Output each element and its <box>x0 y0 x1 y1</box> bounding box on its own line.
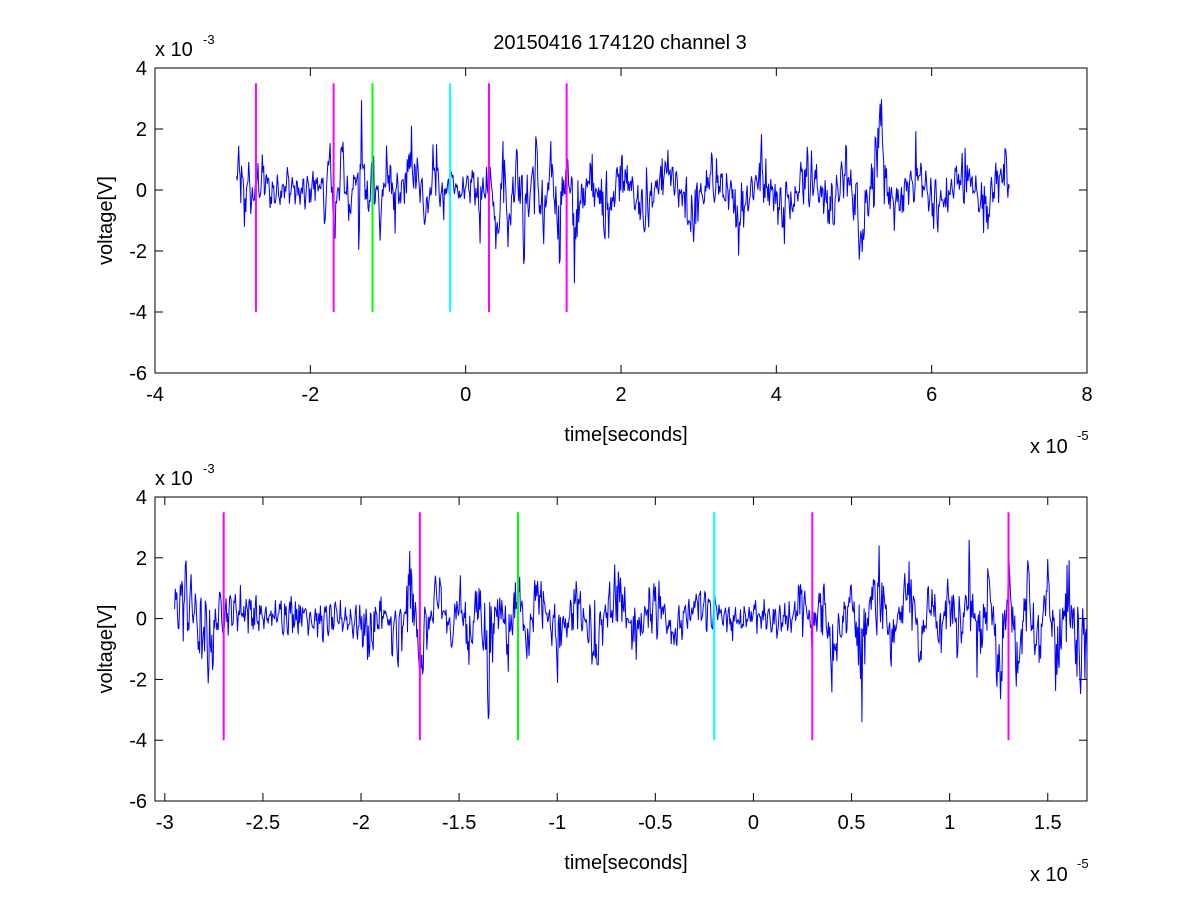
bottom-x-tick-label: 1.5 <box>1034 812 1062 834</box>
bottom-y-tick-label: 2 <box>136 548 147 570</box>
top-x-tick-label: 2 <box>615 384 626 406</box>
figure-title: 20150416 174120 channel 3 <box>493 32 747 54</box>
bottom-y-tick-label: -4 <box>129 730 147 752</box>
bottom-x-tick-label: -1.5 <box>442 812 476 834</box>
top-y-tick-label: -6 <box>129 363 147 385</box>
top-axes-box <box>154 67 1088 374</box>
top-x-tick-label: 6 <box>926 384 937 406</box>
top-y-tick-label: 0 <box>136 180 147 202</box>
bottom-x-tick-label: 1 <box>944 812 955 834</box>
top-y-tick-label: -2 <box>129 241 147 263</box>
top-x-tick-label: 8 <box>1081 384 1092 406</box>
bottom-y-tick-label: 0 <box>136 609 147 631</box>
top-x-multiplier-exponent: -5 <box>1077 428 1089 443</box>
top-x-tick-label: -2 <box>301 384 319 406</box>
bottom-x-tick-label: 0.5 <box>838 812 866 834</box>
bottom-x-tick-label: -2.5 <box>246 812 280 834</box>
top-y-tick-label: -4 <box>129 302 147 324</box>
top-x-multiplier: x 10 <box>1030 436 1068 458</box>
bottom-x-tick-label: -0.5 <box>638 812 672 834</box>
bottom-x-tick-label: 0 <box>748 812 759 834</box>
bottom-x-tick-label: -1 <box>548 812 566 834</box>
top-x-tick-label: -4 <box>146 384 164 406</box>
bottom-x-axis-label: time[seconds] <box>564 852 687 874</box>
top-x-axis-label: time[seconds] <box>564 424 687 446</box>
bottom-x-multiplier-exponent: -5 <box>1077 856 1089 871</box>
top-y-axis-label: voltage[V] <box>95 176 117 265</box>
top-x-tick-label: 4 <box>771 384 782 406</box>
bottom-axes-box <box>154 496 1088 802</box>
top-y-tick-label: 2 <box>136 119 147 141</box>
bottom-signal-line <box>174 539 1088 723</box>
bottom-y-tick-label: -2 <box>129 669 147 691</box>
bottom-y-axis-label: voltage[V] <box>95 605 117 694</box>
top-signal-line <box>236 99 1010 284</box>
top-y-tick-label: 4 <box>136 58 147 80</box>
top-axes: -4 -2 0 2 4 6 8-6-4-2024time[seconds]voltage[V… <box>95 32 1093 458</box>
top-y-multiplier-exponent: -3 <box>203 32 215 47</box>
top-x-tick-label: 0 <box>460 384 471 406</box>
bottom-y-multiplier-exponent: -3 <box>203 461 215 476</box>
bottom-x-multiplier: x 10 <box>1030 864 1068 886</box>
bottom-y-multiplier: x 10 <box>155 468 193 490</box>
bottom-x-tick-label: -2 <box>352 812 370 834</box>
bottom-axes: -3 -2.5 -2 -1.5 -1 -0.5 0 0.5 1 1.5 -6 -4 -2 0 2 4 time[… <box>95 461 1089 886</box>
bottom-x-tick-label: -3 <box>156 812 174 834</box>
bottom-y-tick-label: -6 <box>129 791 147 813</box>
bottom-y-tick-label: 4 <box>136 487 147 509</box>
top-y-multiplier: x 10 <box>155 39 193 61</box>
